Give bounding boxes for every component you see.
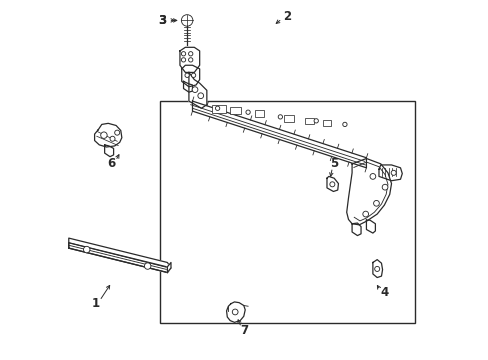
Polygon shape <box>183 81 192 92</box>
Circle shape <box>101 132 107 138</box>
Text: 3: 3 <box>158 14 166 27</box>
Circle shape <box>374 266 379 271</box>
Circle shape <box>188 58 192 62</box>
Polygon shape <box>94 123 122 147</box>
Bar <box>212 105 225 113</box>
Text: 3: 3 <box>158 14 166 27</box>
Polygon shape <box>346 158 391 225</box>
Bar <box>160 101 414 323</box>
Bar <box>230 107 241 114</box>
Circle shape <box>181 51 185 56</box>
Circle shape <box>181 15 192 26</box>
Text: 1: 1 <box>91 297 100 310</box>
Circle shape <box>382 184 387 190</box>
Circle shape <box>215 106 219 111</box>
Bar <box>255 110 264 117</box>
Bar <box>284 116 293 122</box>
Polygon shape <box>180 47 199 72</box>
Circle shape <box>362 211 368 217</box>
Polygon shape <box>167 262 171 273</box>
Bar <box>323 120 330 126</box>
Circle shape <box>83 246 90 253</box>
Polygon shape <box>69 238 171 273</box>
Polygon shape <box>226 302 244 322</box>
Circle shape <box>144 263 151 269</box>
Circle shape <box>369 174 375 179</box>
Circle shape <box>115 130 120 135</box>
Circle shape <box>232 309 238 315</box>
Polygon shape <box>188 72 206 108</box>
Circle shape <box>188 51 192 56</box>
Polygon shape <box>351 223 360 235</box>
Text: 6: 6 <box>107 157 116 170</box>
Polygon shape <box>104 145 113 157</box>
Circle shape <box>110 136 115 141</box>
Circle shape <box>313 119 318 123</box>
Text: 7: 7 <box>240 324 248 337</box>
Circle shape <box>342 122 346 127</box>
Text: 5: 5 <box>329 157 338 170</box>
Polygon shape <box>182 65 199 87</box>
Circle shape <box>181 58 185 62</box>
Circle shape <box>245 110 250 114</box>
Polygon shape <box>372 260 382 278</box>
Circle shape <box>191 73 195 77</box>
Polygon shape <box>192 101 366 168</box>
Circle shape <box>373 201 379 206</box>
Circle shape <box>278 115 282 119</box>
Bar <box>305 118 313 124</box>
Polygon shape <box>69 243 171 273</box>
Circle shape <box>390 170 395 175</box>
Polygon shape <box>378 165 402 181</box>
Circle shape <box>184 73 189 77</box>
Text: 4: 4 <box>380 287 387 300</box>
Circle shape <box>192 87 198 93</box>
Polygon shape <box>326 176 338 192</box>
Circle shape <box>329 182 334 187</box>
Polygon shape <box>366 220 375 233</box>
Text: 2: 2 <box>283 10 291 23</box>
Circle shape <box>198 93 203 99</box>
